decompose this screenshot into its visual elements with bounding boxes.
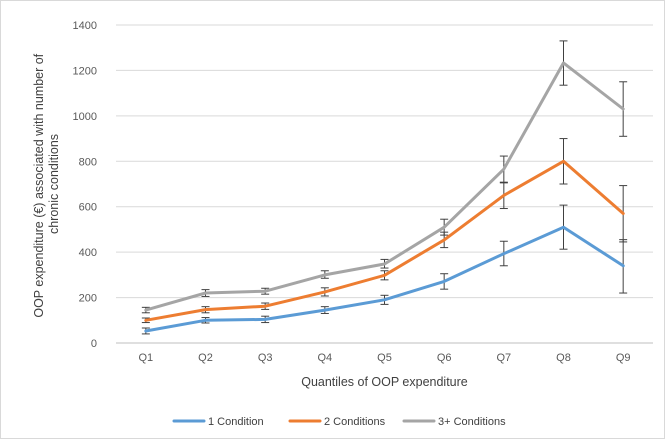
y-tick-label: 1400 xyxy=(73,20,97,32)
legend: 1 Condition 2 Conditions 3+ Conditions xyxy=(172,416,506,428)
x-tick-label: Q1 xyxy=(138,352,153,364)
series-lines xyxy=(144,61,625,333)
gridlines xyxy=(116,24,653,299)
y-tick-label: 400 xyxy=(79,247,97,259)
legend-item-3: 3+ Conditions xyxy=(402,416,506,428)
series-line-3 xyxy=(144,61,625,312)
y-tick-label: 800 xyxy=(79,156,97,168)
y-tick-label: 1200 xyxy=(73,65,97,77)
legend-item-2: 2 Conditions xyxy=(288,416,386,428)
y-axis-title: OOP expenditure (€) associated with numb… xyxy=(32,50,61,317)
x-tick-label: Q9 xyxy=(616,352,631,364)
x-tick-label: Q4 xyxy=(317,352,332,364)
x-tick-label: Q5 xyxy=(377,352,392,364)
y-axis-title-line-2: chronic conditions xyxy=(47,134,61,234)
y-tick-label: 200 xyxy=(79,293,97,305)
x-tick-label: Q2 xyxy=(198,352,213,364)
legend-item-1: 1 Condition xyxy=(172,416,264,428)
y-axis-title-line-1: OOP expenditure (€) associated with numb… xyxy=(32,53,46,317)
axes: 0 200 400 600 800 1000 1200 1400 Q1 Q2 Q3 Q4 Q5 Q6 Q7 Q… xyxy=(73,20,653,364)
y-tick-label: 600 xyxy=(79,202,97,214)
legend-label: 3+ Conditions xyxy=(438,416,506,428)
legend-label: 1 Condition xyxy=(208,416,264,428)
x-tick-label: Q6 xyxy=(437,352,452,364)
y-tick-label: 1000 xyxy=(73,111,97,123)
series-line-2 xyxy=(144,159,625,322)
y-tick-label: 0 xyxy=(91,338,97,350)
x-tick-label: Q7 xyxy=(496,352,511,364)
x-tick-label: Q3 xyxy=(258,352,273,364)
legend-label: 2 Conditions xyxy=(324,416,386,428)
series-line-1 xyxy=(144,225,625,333)
x-tick-label: Q8 xyxy=(556,352,571,364)
x-axis-title: Quantiles of OOP expenditure xyxy=(301,375,468,389)
